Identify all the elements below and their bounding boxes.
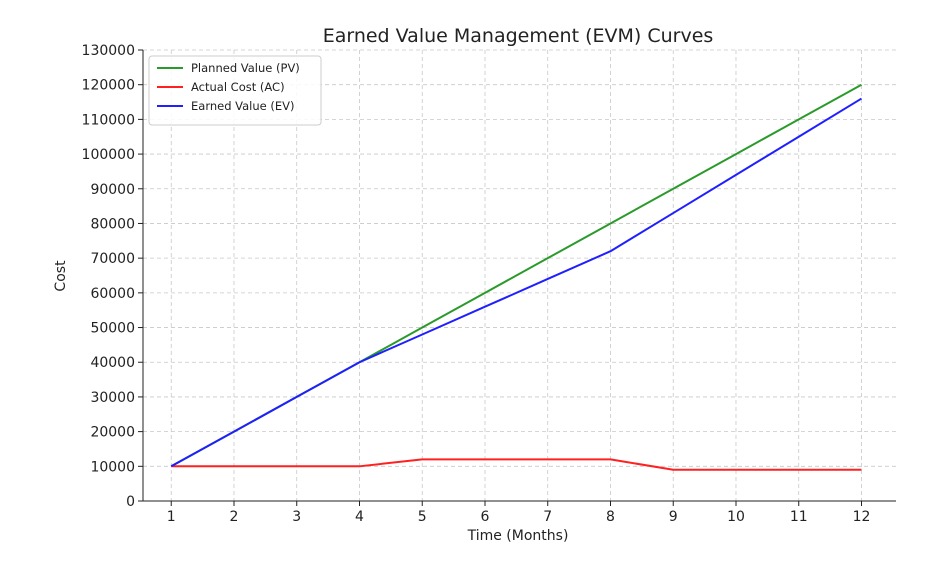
x-tick-label: 3 [292, 509, 301, 525]
y-tick-label: 60000 [90, 286, 135, 302]
y-tick-label: 30000 [90, 390, 135, 406]
y-tick-label: 120000 [82, 78, 135, 94]
y-tick-label: 40000 [90, 355, 135, 371]
tick-labels: 1 2 3 4 5 6 7 8 9 10 11 120100002000030000400005000… [82, 43, 871, 525]
x-tick-label: 4 [355, 509, 364, 525]
legend: Planned Value (PV) Actual Cost (AC) Earned… [148, 55, 322, 126]
x-tick-label: 6 [481, 509, 490, 525]
y-tick-label: 110000 [82, 112, 135, 128]
y-tick-label: 90000 [90, 182, 135, 198]
x-tick-label: 8 [606, 509, 615, 525]
x-tick-label: 9 [669, 509, 678, 525]
y-tick-label: 130000 [82, 43, 135, 59]
x-tick-label: 1 [167, 509, 176, 525]
x-tick-label: 10 [727, 509, 745, 525]
y-axis-label: Cost [53, 260, 69, 292]
x-tick-label: 2 [230, 509, 239, 525]
y-tick-label: 100000 [82, 147, 135, 163]
y-tick-label: 0 [126, 494, 135, 510]
y-tick-label: 50000 [90, 321, 135, 337]
series-lines [170, 83, 863, 471]
y-tick-label: 20000 [90, 425, 135, 441]
axes [138, 49, 896, 506]
x-tick-label: 5 [418, 509, 427, 525]
legend-label-earned-value-ev: Earned Value (EV) [191, 99, 295, 113]
chart-title: Earned Value Management (EVM) Curves [323, 25, 714, 47]
legend-label-planned-value-pv: Planned Value (PV) [191, 61, 300, 75]
y-tick-label: 80000 [90, 216, 135, 232]
x-tick-label: 7 [543, 509, 552, 525]
series-line-actual-cost-ac [171, 458, 862, 471]
x-tick-label: 12 [853, 509, 871, 525]
grid [143, 49, 896, 502]
y-tick-label: 70000 [90, 251, 135, 267]
y-tick-label: 10000 [90, 459, 135, 475]
x-axis-label: Time (Months) [467, 528, 569, 544]
x-tick-label: 11 [790, 509, 808, 525]
series-line-earned-value-ev [170, 97, 863, 468]
legend-label-actual-cost-ac: Actual Cost (AC) [191, 80, 285, 94]
legend-box [148, 55, 322, 126]
